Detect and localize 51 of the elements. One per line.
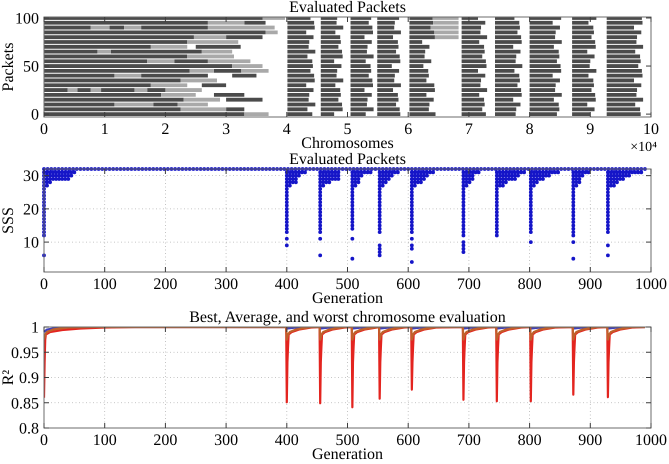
x-tick-label: 800 [518, 432, 542, 449]
chart-title: Evaluated Packets [289, 151, 406, 168]
x-tick-label: 700 [456, 432, 481, 449]
y-tick-label: 100 [15, 10, 39, 28]
x-axis-title: Generation [312, 446, 384, 463]
x-tick-label: 900 [578, 276, 602, 293]
x-tick-label: 200 [153, 432, 178, 449]
x-tick-label: 300 [214, 276, 238, 293]
y-tick-label: 50 [23, 58, 39, 76]
chart-title: Best, Average, and worst chromosome evaluation [189, 309, 506, 326]
x-tick-label: 8 [526, 121, 534, 138]
y-axis-title: SSS [0, 207, 17, 234]
text: ×10⁴ [630, 140, 658, 155]
x-tick-label: 9 [586, 121, 594, 138]
x-tick-label: 1 [100, 121, 109, 138]
y-tick-label: 0.85 [11, 395, 39, 412]
chart-title: Evaluated Packets [289, 0, 406, 16]
x-tick-label: 100 [92, 276, 117, 293]
y-tick-label: 30 [23, 168, 39, 186]
y-tick-label: 0.9 [19, 370, 39, 388]
x-tick-label: 900 [578, 432, 602, 449]
y-tick-label: 0 [31, 106, 39, 124]
x-tick-label: 200 [153, 276, 178, 293]
x-tick-label: 7 [464, 121, 473, 138]
x-tick-label: 1000 [635, 432, 667, 449]
x-tick-label: 4 [282, 121, 291, 138]
x-tick-label: 2 [161, 121, 170, 138]
x-tick-label: 400 [274, 276, 299, 293]
x-tick-label: 300 [214, 432, 238, 449]
x-tick-label: 1000 [635, 276, 667, 293]
x-tick-label: 800 [518, 276, 542, 293]
x-tick-label: 6 [404, 121, 412, 138]
x-tick-label: 600 [396, 432, 420, 449]
y-tick-label: 20 [23, 201, 39, 218]
x-tick-label: 5 [344, 121, 352, 138]
y-tick-label: 0.8 [19, 420, 39, 438]
x-tick-label: 500 [336, 432, 360, 449]
y-tick-label: 10 [23, 234, 39, 252]
x-axis-title: Generation [312, 290, 384, 307]
y-tick-label: 0.95 [11, 344, 39, 362]
y-axis-title: Packets [0, 42, 17, 92]
x-tick-label: 3 [222, 121, 230, 138]
y-tick-label: 1 [31, 320, 39, 337]
x-tick-label: 10 [643, 121, 659, 138]
x-tick-label: 400 [274, 432, 299, 449]
y-axis-title: R² [0, 370, 17, 386]
x-axis-title: Chromosomes [301, 135, 394, 152]
x-tick-label: 700 [456, 276, 481, 293]
x-tick-label: 100 [92, 432, 117, 449]
x-tick-label: 600 [396, 276, 420, 293]
x-tick-label: 500 [336, 276, 360, 293]
